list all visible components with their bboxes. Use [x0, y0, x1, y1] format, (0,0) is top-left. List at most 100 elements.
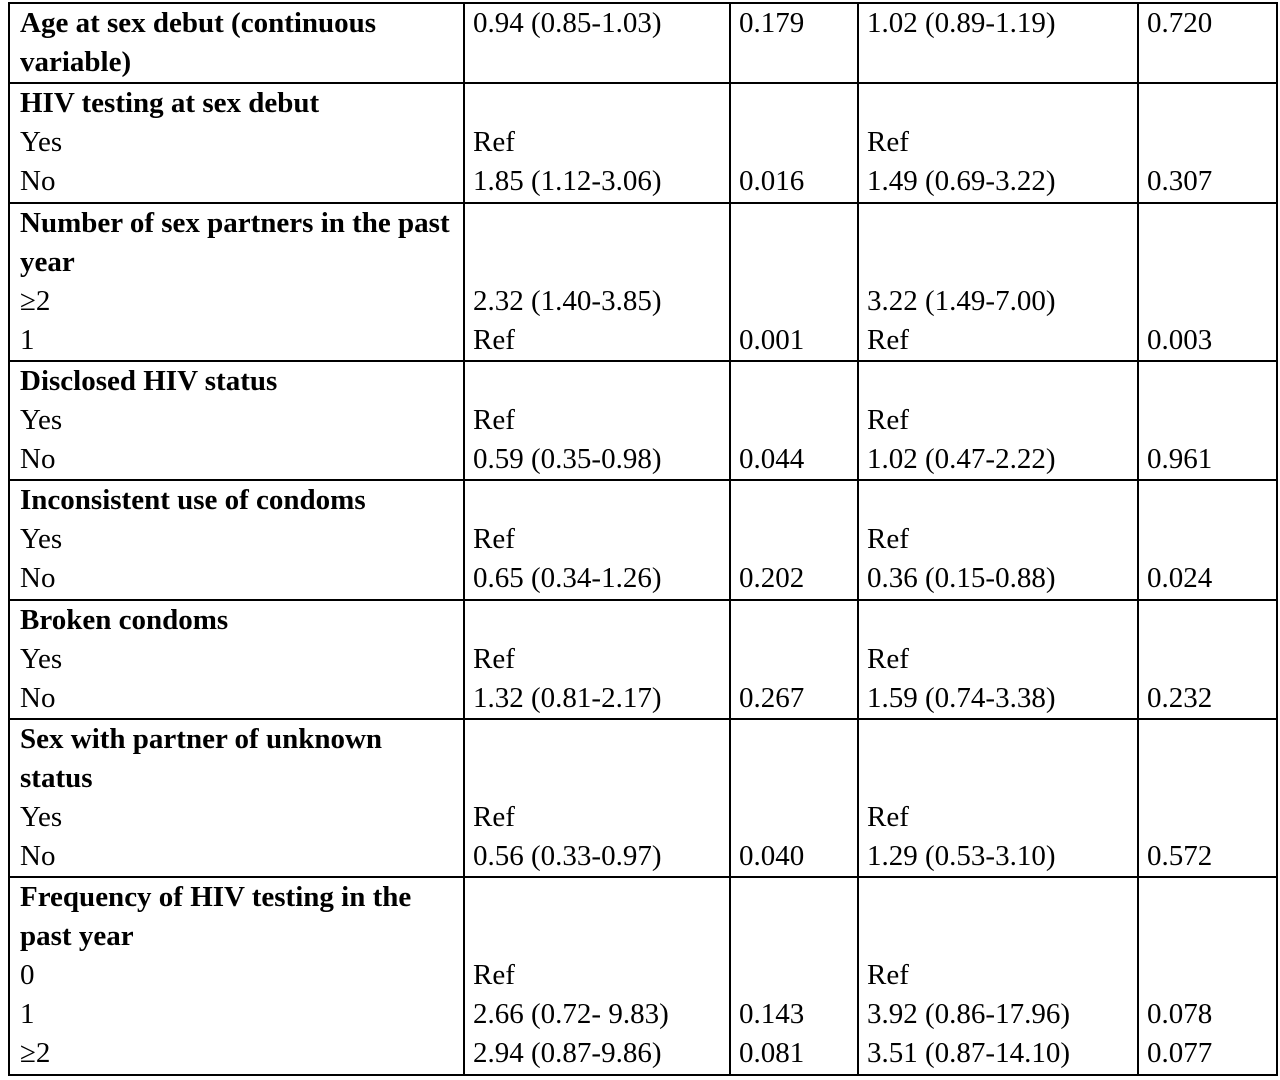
p-value [1147, 798, 1268, 837]
p-value-cell-1: 0.202 [729, 479, 859, 601]
category-label: ≥2 [20, 1037, 51, 1070]
estimate-value [473, 917, 721, 956]
p-value: 0.961 [1147, 442, 1213, 475]
p-value [1147, 123, 1268, 162]
estimate-value: Ref [867, 959, 909, 992]
p-value [739, 401, 849, 440]
estimate-cell-1: 0.94 (0.85-1.03) [463, 1, 731, 85]
p-value: 0.024 [1147, 562, 1213, 595]
p-value: 0.077 [1147, 1037, 1213, 1070]
estimate-cell-2: Ref 3.92 (0.86-17.96) 3.51 (0.87-14.10) [857, 876, 1139, 1076]
p-value: 0.307 [1147, 165, 1213, 198]
variable-label: Sex with partner of unknown status [20, 722, 383, 794]
p-value-cell-1: 0.179 [729, 1, 859, 85]
estimate-value: Ref [473, 403, 515, 436]
estimate-cell-2: Ref 0.36 (0.15-0.88) [857, 479, 1139, 601]
p-value: 0.572 [1147, 839, 1213, 872]
p-value [739, 123, 849, 162]
category-label: ≥2 [20, 284, 51, 317]
estimate-value: Ref [867, 323, 909, 356]
p-value: 0.143 [739, 998, 805, 1031]
variable-cell: Number of sex partners in the past year ≥… [8, 201, 465, 362]
variable-label: Inconsistent use of condoms [20, 484, 366, 517]
estimate-cell-1: Ref 1.85 (1.12-3.06) [463, 82, 731, 204]
estimate-value: 3.92 (0.86-17.96) [867, 998, 1070, 1031]
p-value: 0.016 [739, 165, 805, 198]
p-value: 0.232 [1147, 681, 1213, 714]
estimate-value: 2.32 (1.40-3.85) [473, 284, 662, 317]
table-row: Sex with partner of unknown status Yes No R… [8, 717, 1278, 879]
variable-cell: Inconsistent use of condoms Yes No [8, 479, 465, 601]
estimate-cell-1: Ref 1.32 (0.81-2.17) [463, 598, 731, 720]
p-value: 0.081 [739, 1037, 805, 1070]
estimate-cell-2: Ref 1.59 (0.74-3.38) [857, 598, 1139, 720]
category-label: 1 [20, 998, 35, 1031]
p-value [1147, 602, 1268, 640]
estimate-value [473, 759, 721, 798]
p-value-cell-1: 0.267 [729, 598, 859, 720]
variable-label: Age at sex debut (continuous variable) [20, 7, 377, 78]
p-value [1147, 243, 1268, 282]
p-value [739, 520, 849, 559]
p-value-cell-2: 0.003 [1137, 201, 1278, 362]
estimate-cell-1: Ref 0.59 (0.35-0.98) [463, 359, 731, 482]
p-value [739, 917, 849, 956]
estimate-value [473, 85, 721, 123]
estimate-value: 1.85 (1.12-3.06) [473, 165, 662, 198]
p-value [739, 640, 849, 679]
table-row: Number of sex partners in the past year ≥… [8, 201, 1278, 362]
estimate-value [473, 43, 721, 81]
estimate-value: 0.56 (0.33-0.97) [473, 839, 662, 872]
estimate-value [867, 205, 1129, 243]
variable-label: Frequency of HIV testing in the past yea… [20, 881, 412, 953]
estimate-value: 1.29 (0.53-3.10) [867, 839, 1056, 872]
p-value [739, 602, 849, 640]
estimate-value: 1.02 (0.89-1.19) [867, 7, 1056, 39]
estimate-value: Ref [473, 800, 515, 833]
estimate-value [867, 363, 1129, 401]
estimate-cell-1: Ref 2.66 (0.72- 9.83) 2.94 (0.87-9.86) [463, 876, 731, 1076]
p-value-cell-2: 0.720 [1137, 1, 1278, 85]
p-value [739, 721, 849, 759]
p-value: 0.720 [1147, 7, 1213, 39]
estimate-cell-1: 2.32 (1.40-3.85) Ref [463, 201, 731, 362]
p-value [739, 956, 849, 995]
estimate-value: 2.94 (0.87-9.86) [473, 1037, 662, 1070]
variable-label: Broken condoms [20, 603, 229, 636]
estimate-value: Ref [867, 403, 909, 436]
p-value-cell-2: 0.078 0.077 [1137, 876, 1278, 1076]
variable-label: Disclosed HIV status [20, 364, 278, 397]
p-value-cell-1: 0.143 0.081 [729, 876, 859, 1076]
variable-cell: HIV testing at sex debut Yes No [8, 82, 465, 204]
p-value-cell-2: 0.307 [1137, 82, 1278, 204]
estimate-value: 1.32 (0.81-2.17) [473, 681, 662, 714]
p-value [739, 482, 849, 520]
p-value-cell-2: 0.961 [1137, 359, 1278, 482]
estimate-value [867, 879, 1129, 917]
estimate-value [473, 363, 721, 401]
p-value [1147, 721, 1268, 759]
p-value: 0.267 [739, 681, 805, 714]
estimate-value [473, 482, 721, 520]
p-value-cell-1: 0.016 [729, 82, 859, 204]
estimate-value: 0.36 (0.15-0.88) [867, 562, 1056, 595]
p-value [1147, 917, 1268, 956]
table-body: Age at sex debut (continuous variable) 0.… [8, 1, 1278, 1076]
variable-label: Number of sex partners in the past year [20, 206, 450, 278]
p-value [739, 282, 849, 321]
p-value-cell-2: 0.024 [1137, 479, 1278, 601]
p-value: 0.040 [739, 839, 805, 872]
table-row: Inconsistent use of condoms Yes No Ref 0.65 … [8, 479, 1278, 601]
p-value: 0.179 [739, 7, 805, 39]
estimate-value [473, 602, 721, 640]
p-value: 0.202 [739, 562, 805, 595]
category-label: Yes [20, 523, 63, 556]
estimate-value: 1.59 (0.74-3.38) [867, 681, 1056, 714]
estimate-value [867, 602, 1129, 640]
category-label: Yes [20, 126, 63, 159]
p-value [1147, 205, 1268, 243]
category-label: No [20, 681, 56, 714]
p-value [739, 798, 849, 837]
variable-cell: Age at sex debut (continuous variable) [8, 1, 465, 85]
estimate-cell-2: 3.22 (1.49-7.00) Ref [857, 201, 1139, 362]
